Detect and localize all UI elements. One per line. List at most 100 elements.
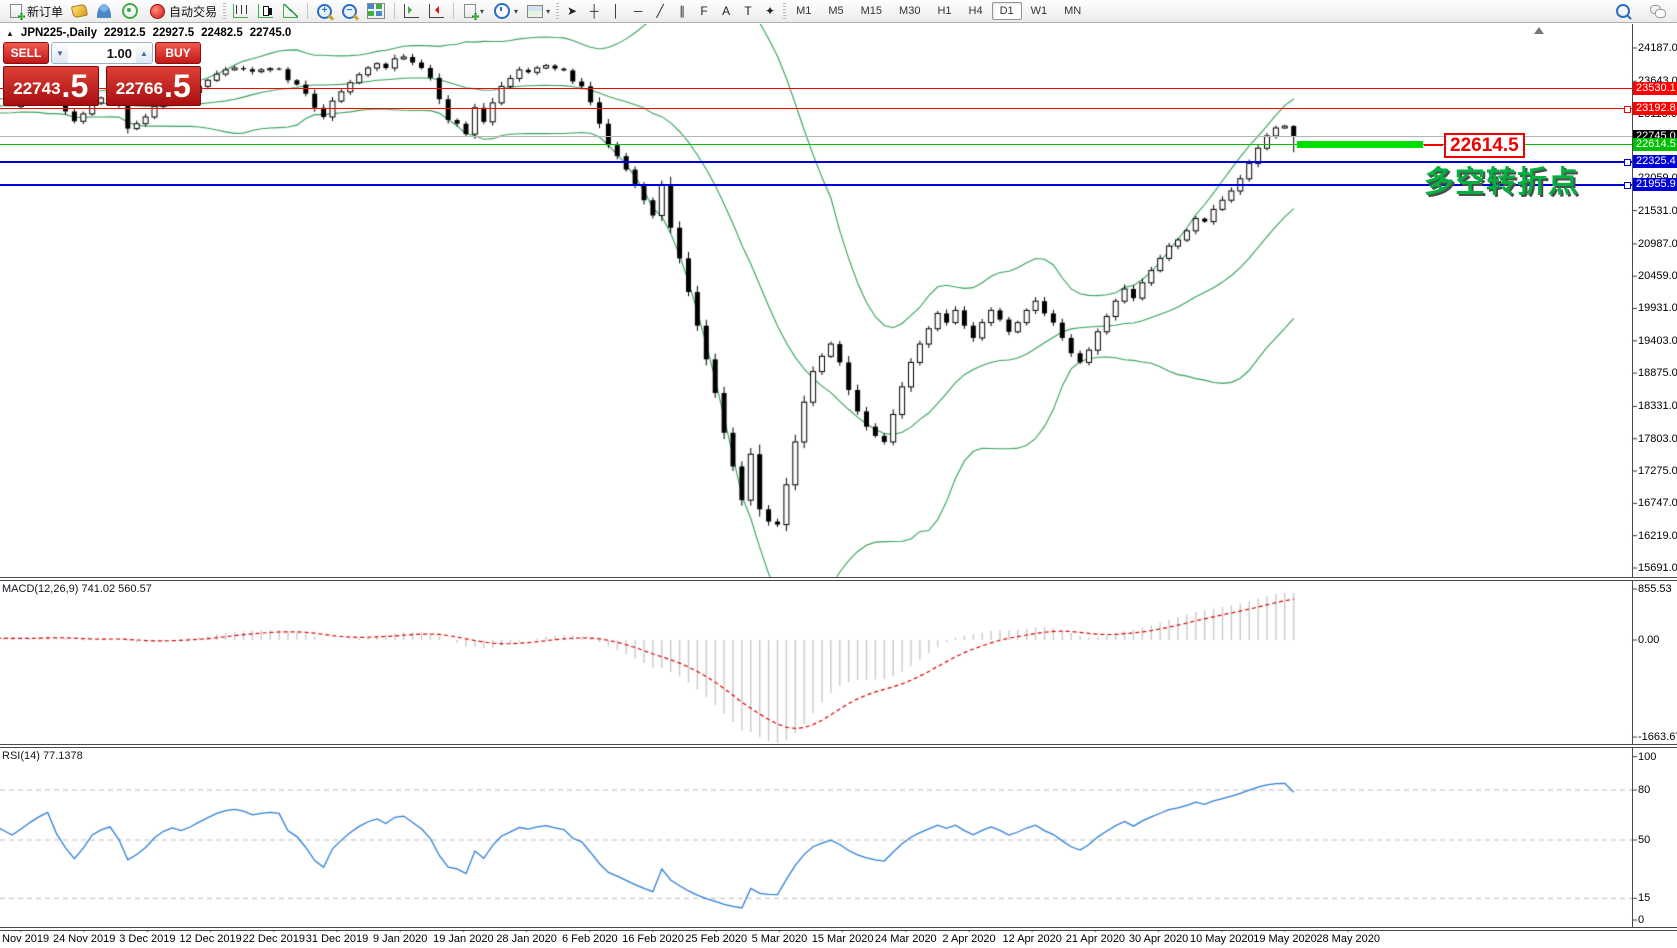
date-axis-label: 12 Apr 2020 — [1002, 933, 1062, 945]
chart-surface[interactable] — [0, 24, 1677, 948]
quote-bar: ▲ JPN225-,Daily 22912.5 22927.5 22482.5 … — [6, 27, 291, 39]
price-line-22614.5[interactable] — [0, 143, 1632, 145]
price-line-22325.4[interactable] — [0, 160, 1632, 163]
main-axis-tick: 16747.0 — [1638, 497, 1677, 510]
sell-price-panel[interactable]: 22743 .5 — [3, 66, 99, 106]
pivot-price-callout[interactable]: 22614.5 — [1444, 133, 1525, 158]
date-axis-label: 19 May 2020 — [1253, 933, 1317, 945]
timeframe-m1-button[interactable]: M1 — [796, 5, 812, 17]
price-line-handle[interactable] — [1624, 106, 1631, 114]
profile-button[interactable] — [92, 2, 116, 21]
one-click-trading-widget: SELL ▼ ▲ BUY 22743 .5 22766 .5 — [3, 42, 201, 106]
timeframe-w1-button[interactable]: W1 — [1030, 5, 1048, 17]
sell-button[interactable]: SELL — [3, 42, 49, 64]
chat-icon — [1650, 5, 1666, 18]
periods-button[interactable]: ▾ — [488, 2, 522, 21]
tile-windows-button[interactable] — [362, 2, 390, 21]
horizontal-line-tool-button[interactable]: ─ — [633, 4, 643, 18]
candlestick-chart-button[interactable] — [253, 2, 278, 21]
dropdown-arrow-icon: ▾ — [514, 6, 519, 16]
crosshair-tool-button[interactable]: ┼ — [589, 4, 599, 18]
trendline-tool-button[interactable]: ╱ — [656, 4, 664, 18]
rsi-axis-tick: 80 — [1638, 784, 1651, 796]
search-button[interactable] — [1611, 2, 1635, 21]
price-line-23192.8[interactable] — [0, 108, 1632, 110]
arrows-tool-button[interactable]: ✦ — [765, 4, 776, 18]
volume-input[interactable] — [68, 43, 136, 63]
date-axis-label: 6 Feb 2020 — [561, 933, 618, 945]
date-axis-label: 2 Apr 2020 — [942, 933, 996, 945]
quote-low: 22482.5 — [201, 27, 243, 39]
pivot-trendline-object[interactable] — [1297, 141, 1423, 148]
auto-scroll-icon — [404, 4, 420, 18]
pane-divider — [0, 927, 1677, 931]
line-chart-button[interactable] — [278, 2, 303, 21]
text-label-tool-button[interactable]: T — [744, 4, 752, 18]
date-axis-label: 28 Jan 2020 — [496, 933, 557, 945]
templates-button[interactable]: ▾ — [522, 2, 554, 21]
template-icon — [527, 4, 544, 18]
date-axis-label: 16 Feb 2020 — [622, 933, 684, 945]
bar-chart-button[interactable] — [228, 2, 253, 21]
price-label-21955.9: 21955.9 — [1633, 178, 1677, 192]
main-axis-tick: 19403.0 — [1638, 334, 1677, 347]
timeframe-h1-button[interactable]: H1 — [937, 5, 952, 17]
price-label-22325.4: 22325.4 — [1633, 155, 1677, 169]
auto-scroll-button[interactable] — [399, 2, 424, 21]
new-order-button[interactable]: 新订单 — [4, 2, 67, 21]
separator — [453, 3, 455, 19]
price-line-23530.1[interactable] — [0, 87, 1632, 89]
history-button[interactable] — [67, 2, 92, 21]
price-axis-line — [1632, 24, 1633, 930]
macd-axis-tick: -1663.67 — [1638, 731, 1677, 743]
profile-icon — [97, 4, 112, 18]
price-line-21955.9[interactable] — [0, 183, 1632, 186]
buy-price-panel[interactable]: 22766 .5 — [105, 66, 201, 106]
timeframe-m15-button[interactable]: M15 — [860, 5, 883, 17]
auto-trading-button[interactable]: 自动交易 — [144, 2, 221, 21]
macd-axis-tick: 855.53 — [1638, 583, 1672, 595]
chart-shift-button[interactable] — [424, 2, 449, 21]
turning-point-annotation[interactable]: 多空转折点 — [1424, 166, 1579, 199]
text-tool-button[interactable]: A — [722, 4, 731, 18]
price-label-23192.8: 23192.8 — [1633, 102, 1677, 116]
date-axis-label: 24 Mar 2020 — [874, 933, 937, 945]
timeframe-h4-button[interactable]: H4 — [968, 5, 983, 17]
cursor-tool-button[interactable]: ➤ — [567, 4, 578, 18]
symbol-period: JPN225-,Daily — [20, 27, 97, 39]
main-axis-tick: 21531.0 — [1638, 204, 1677, 217]
equidistant-channel-tool-button[interactable]: ∥ — [679, 4, 686, 18]
separator — [307, 3, 309, 19]
rsi-axis-tick: 0 — [1638, 914, 1645, 926]
timeframe-m5-button[interactable]: M5 — [828, 5, 844, 17]
chat-button[interactable] — [1645, 2, 1669, 21]
zoom-in-icon: + — [317, 3, 333, 19]
price-line-handle[interactable] — [1624, 159, 1631, 167]
main-axis-tick: 17803.0 — [1638, 432, 1677, 445]
signals-button[interactable] — [116, 2, 144, 21]
clock-icon — [494, 3, 511, 19]
price-line-22745.0[interactable] — [0, 135, 1632, 137]
buy-price: 22766 — [115, 79, 164, 98]
zoom-out-icon: − — [342, 3, 358, 19]
zoom-out-button[interactable]: − — [337, 2, 362, 21]
timeframe-mn-button[interactable]: MN — [1064, 5, 1082, 17]
main-axis-tick: 16219.0 — [1638, 529, 1677, 542]
pane-divider[interactable] — [0, 744, 1677, 748]
volume-decrease-button[interactable]: ▼ — [52, 43, 68, 63]
new-order-icon — [10, 4, 22, 18]
fibonacci-tool-button[interactable]: F — [700, 4, 708, 18]
main-axis-tick: 18875.0 — [1638, 367, 1677, 380]
timeframe-d1-button[interactable]: D1 — [991, 2, 1022, 20]
signal-icon — [122, 3, 139, 19]
buy-button[interactable]: BUY — [155, 42, 201, 64]
volume-increase-button[interactable]: ▲ — [136, 43, 152, 63]
pane-divider[interactable] — [0, 577, 1677, 581]
timeframe-m30-button[interactable]: M30 — [899, 5, 921, 17]
vertical-line-tool-button[interactable]: │ — [612, 4, 620, 18]
new-chart-button[interactable]: ▾ — [458, 2, 488, 21]
price-line-handle[interactable] — [1624, 182, 1631, 190]
zoom-in-button[interactable]: + — [312, 2, 337, 21]
rsi-axis-tick: 50 — [1638, 834, 1651, 846]
rsi-axis-tick: 15 — [1638, 892, 1651, 905]
